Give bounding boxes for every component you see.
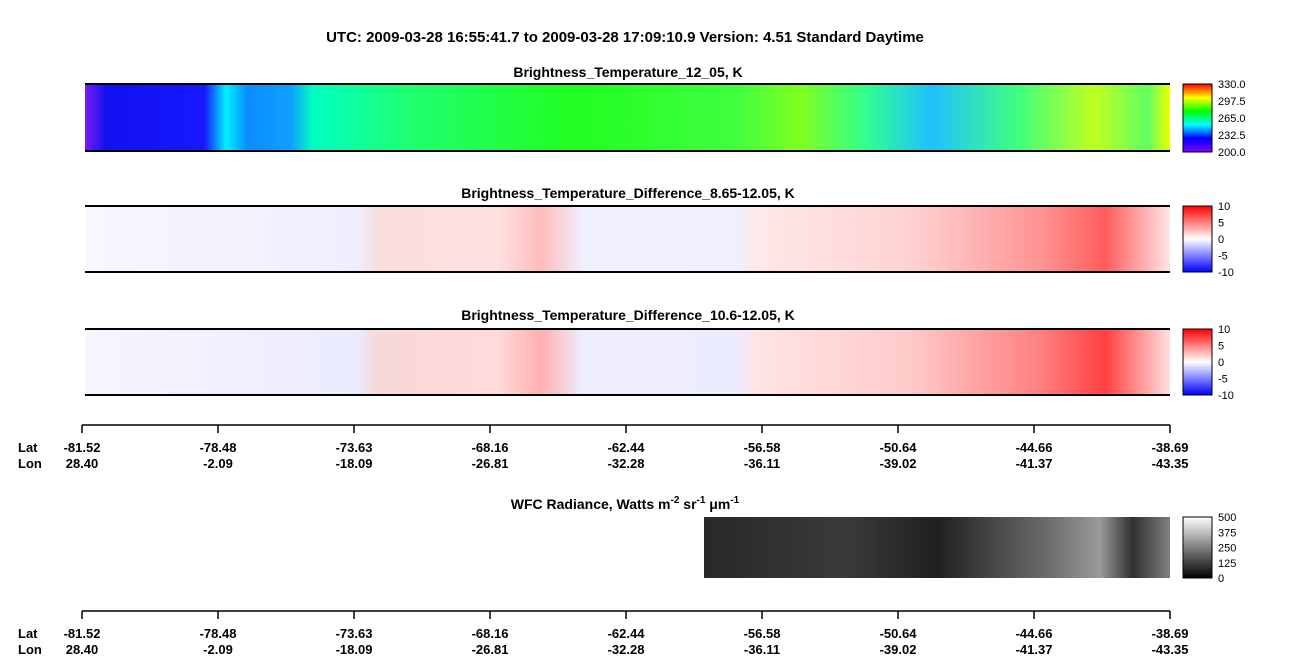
colorbar-tick-label: 5 — [1218, 341, 1224, 353]
page-title: UTC: 2009-03-28 16:55:41.7 to 2009-03-28… — [326, 29, 924, 46]
lon-row-label: Lon — [18, 642, 42, 657]
colorbar-tick-label: 0 — [1218, 573, 1224, 585]
colorbar-tick-label: 297.5 — [1218, 96, 1246, 108]
colorbar — [1182, 205, 1213, 273]
lon-label: -32.28 — [608, 642, 645, 657]
colorbar — [1182, 83, 1213, 153]
lon-row-label: Lon — [18, 456, 42, 471]
colorbar-tick-label: 125 — [1218, 558, 1236, 570]
lon-label: -39.02 — [880, 456, 917, 471]
image-strip — [85, 206, 1170, 272]
lat-label: -44.66 — [1016, 626, 1053, 641]
colorbar-tick-label: 5 — [1218, 218, 1224, 230]
lat-label: -50.64 — [880, 440, 918, 455]
lat-label: -68.16 — [472, 440, 509, 455]
lon-label: -26.81 — [472, 456, 509, 471]
lon-label: -26.81 — [472, 642, 509, 657]
title-part: sr — [679, 496, 697, 512]
colorbar-tick-label: -5 — [1218, 251, 1228, 263]
lat-label: -78.48 — [200, 440, 237, 455]
colorbar — [1182, 516, 1213, 579]
lon-label: -39.02 — [880, 642, 917, 657]
title-part: μm — [705, 496, 730, 512]
lon-label: 28.40 — [66, 642, 99, 657]
strip-borders — [85, 83, 1170, 396]
colorbar-tick-label: -10 — [1218, 267, 1234, 279]
lon-label: -36.11 — [744, 642, 780, 657]
panel-title: WFC Radiance, Watts m-2 sr-1 μm-1 — [511, 495, 740, 512]
colorbar-tick-label: 200.0 — [1218, 147, 1246, 159]
lat-label: -44.66 — [1016, 440, 1053, 455]
lon-label: -43.35 — [1152, 456, 1189, 471]
title-sup: -1 — [697, 495, 706, 506]
lat-label: -81.52 — [64, 626, 101, 641]
lat-label: -81.52 — [64, 440, 101, 455]
lat-row-label: Lat — [18, 440, 38, 455]
panel-title: Brightness_Temperature_Difference_10.6-1… — [461, 307, 795, 323]
lon-label: -18.09 — [336, 456, 373, 471]
title-part: WFC Radiance, Watts m — [511, 496, 671, 512]
lon-label: -36.11 — [744, 456, 780, 471]
lon-label: -2.09 — [203, 642, 233, 657]
colorbar — [1182, 328, 1213, 396]
lon-label: -32.28 — [608, 456, 645, 471]
lat-label: -73.63 — [336, 440, 373, 455]
colorbar-tick-label: -10 — [1218, 390, 1234, 402]
panel-title: Brightness_Temperature_12_05, K — [513, 64, 742, 80]
lat-label: -38.69 — [1152, 440, 1189, 455]
title-sup: -1 — [730, 495, 739, 506]
lon-label: -41.37 — [1016, 642, 1053, 657]
colorbar-tick-label: 10 — [1218, 201, 1230, 213]
lat-label: -50.64 — [880, 626, 918, 641]
colorbar-tick-label: 500 — [1218, 512, 1236, 524]
image-strip — [704, 517, 1170, 578]
lon-label: -2.09 — [203, 456, 233, 471]
colorbar-tick-label: 265.0 — [1218, 113, 1246, 125]
colorbar-tick-label: 232.5 — [1218, 130, 1246, 142]
lat-row-label: Lat — [18, 626, 38, 641]
image-strip — [85, 329, 1170, 395]
title-sup: -2 — [670, 495, 679, 506]
lon-label: -43.35 — [1152, 642, 1189, 657]
lat-label: -78.48 — [200, 626, 237, 641]
colorbar-tick-label: -5 — [1218, 374, 1228, 386]
lat-label: -62.44 — [608, 626, 646, 641]
colorbar-tick-label: 330.0 — [1218, 79, 1246, 91]
lon-label: 28.40 — [66, 456, 99, 471]
lon-label: -18.09 — [336, 642, 373, 657]
lat-label: -73.63 — [336, 626, 373, 641]
lat-label: -56.58 — [744, 626, 781, 641]
colorbar-tick-label: 0 — [1218, 234, 1224, 246]
image-strip — [85, 84, 1170, 151]
lat-label: -62.44 — [608, 440, 646, 455]
lat-label: -68.16 — [472, 626, 509, 641]
colorbar-tick-label: 10 — [1218, 324, 1230, 336]
lon-label: -41.37 — [1016, 456, 1053, 471]
colorbar-tick-label: 250 — [1218, 543, 1236, 555]
colorbar-tick-label: 0 — [1218, 357, 1224, 369]
panel-title: Brightness_Temperature_Difference_8.65-1… — [461, 185, 795, 201]
colorbar-tick-label: 375 — [1218, 527, 1236, 539]
lat-label: -56.58 — [744, 440, 781, 455]
lat-label: -38.69 — [1152, 626, 1189, 641]
